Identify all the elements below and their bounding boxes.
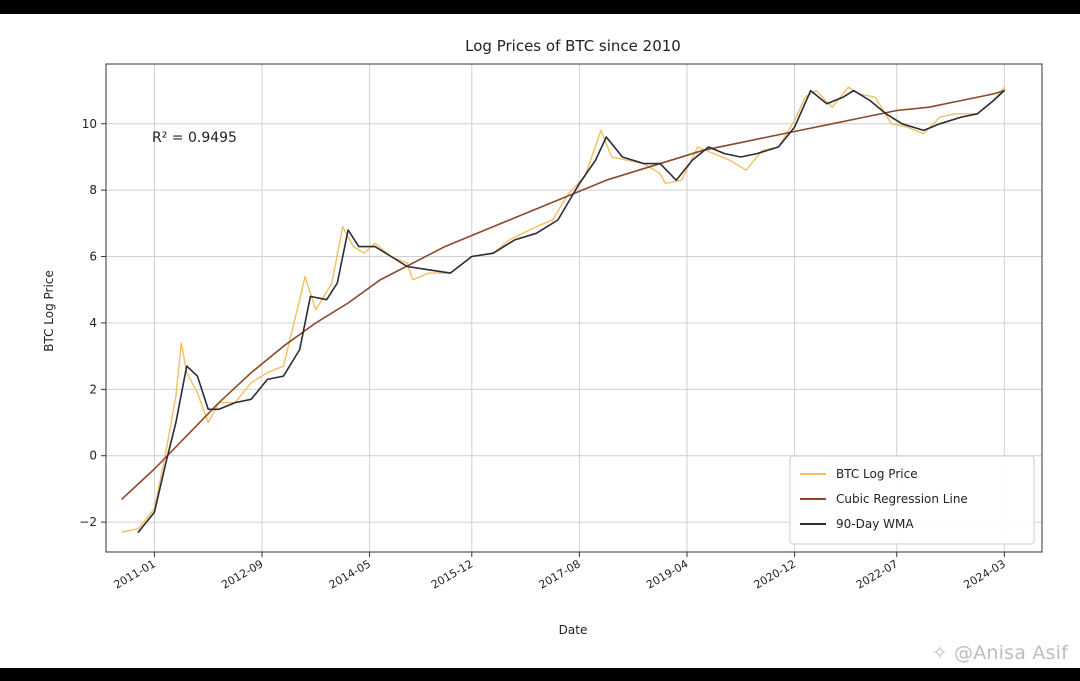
series-line-1 (121, 86, 1005, 533)
legend: BTC Log Price Cubic Regression Line 90-Day… (789, 455, 1035, 545)
x-tick-label: 2012-09 (219, 557, 265, 591)
watermark: ✧ @Anisa Asif (932, 642, 1068, 664)
legend-label: BTC Log Price (836, 467, 918, 481)
x-tick-label: 2022-07 (854, 557, 900, 591)
y-tick-label: 10 (82, 117, 97, 131)
y-tick-label: 0 (89, 449, 97, 463)
chart-title: Log Prices of BTC since 2010 (465, 37, 681, 55)
legend-label: Cubic Regression Line (836, 492, 968, 506)
y-tick-label: 6 (89, 250, 97, 264)
legend-label: 90-Day WMA (836, 517, 914, 531)
bottom-border-bar (0, 668, 1080, 681)
x-tick-label: 2020-12 (752, 557, 798, 591)
y-tick-label: 8 (89, 183, 97, 197)
x-tick-label: 2011-01 (112, 557, 158, 591)
watermark-text: @Anisa Asif (954, 642, 1068, 664)
plot-border (105, 63, 1043, 553)
x-tick-label: 2017-08 (537, 557, 583, 591)
r-squared-annotation: R² = 0.9495 (152, 130, 237, 146)
legend-box (789, 455, 1035, 545)
y-tick-label: 4 (89, 316, 97, 330)
x-tick-label: 2019-04 (644, 557, 690, 591)
y-tick-label: 2 (89, 382, 97, 396)
y-tick-label: −2 (79, 515, 97, 529)
x-tick-label: 2024-03 (962, 557, 1008, 591)
x-tick-label: 2014-05 (327, 557, 373, 591)
series-line-3 (137, 89, 1006, 533)
y-axis-label: BTC Log Price (42, 270, 56, 352)
x-tick-label: 2015-12 (429, 557, 475, 591)
x-axis-label: Date (559, 623, 588, 637)
top-border-bar (0, 0, 1080, 14)
sparkle-icon: ✧ (931, 642, 948, 664)
